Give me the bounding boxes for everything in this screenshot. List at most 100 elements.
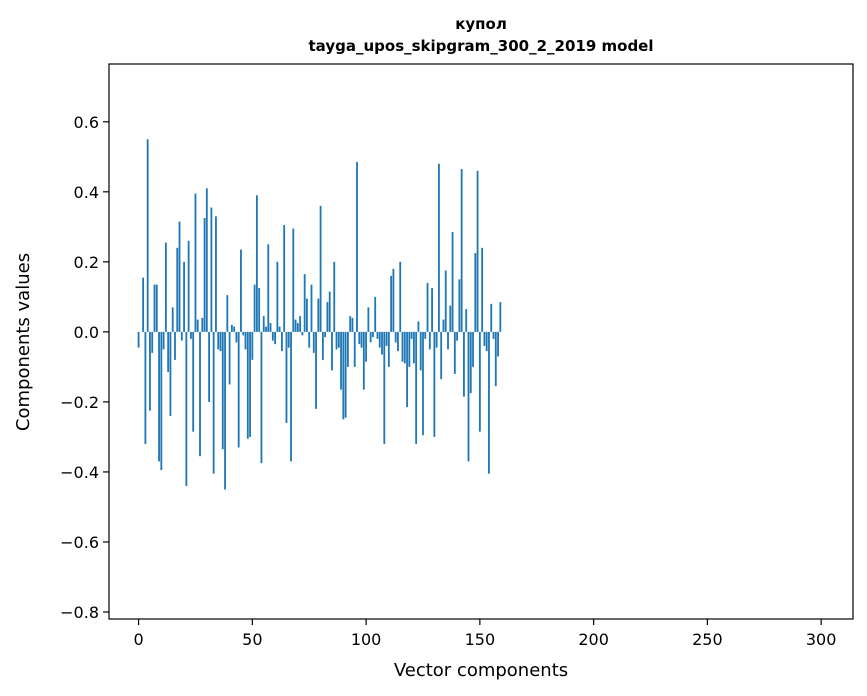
- bar-3: [144, 331, 147, 444]
- bar-102: [369, 331, 372, 343]
- bar-63: [281, 331, 283, 352]
- bar-148: [474, 253, 477, 332]
- bar-15: [171, 307, 174, 332]
- bar-7: [153, 284, 156, 332]
- bar-50: [251, 331, 254, 360]
- bar-41: [230, 324, 233, 332]
- bar-47: [244, 331, 247, 350]
- bar-74: [306, 298, 308, 332]
- x-tick-label: 50: [242, 630, 262, 649]
- bar-107: [381, 331, 383, 355]
- bar-132: [438, 163, 440, 332]
- bar-0: [137, 331, 140, 348]
- bar-49: [249, 331, 251, 437]
- bar-36: [219, 331, 222, 352]
- bar-150: [478, 331, 481, 432]
- bar-62: [278, 326, 281, 332]
- bar-136: [447, 331, 449, 350]
- bar-45: [240, 249, 242, 332]
- bar-130: [433, 331, 436, 437]
- bar-109: [385, 331, 388, 346]
- bar-111: [390, 275, 393, 332]
- bar-26: [196, 319, 199, 332]
- bar-38: [224, 331, 226, 490]
- x-tick-label: 200: [578, 630, 609, 649]
- bar-28: [201, 317, 204, 332]
- chart-title-line2: tayga_upos_skipgram_300_2_2019 model: [309, 37, 654, 55]
- y-tick-label: 0.2: [74, 253, 99, 272]
- bar-118: [406, 331, 408, 408]
- bar-151: [481, 247, 484, 332]
- bar-23: [190, 331, 192, 339]
- bar-52: [255, 195, 258, 332]
- y-axis-ticks: −0.8 −0.6 −0.4 −0.2 0.0 0.2 0.4 0.6: [60, 113, 109, 622]
- bar-73: [303, 274, 306, 332]
- bar-39: [226, 295, 229, 332]
- bar-112: [392, 268, 395, 332]
- bar-79: [317, 298, 320, 332]
- x-tick-label: 0: [133, 630, 143, 649]
- bar-155: [490, 303, 493, 332]
- bar-75: [308, 331, 311, 348]
- bar-91: [344, 331, 347, 418]
- bar-24: [192, 331, 195, 432]
- bar-149: [476, 170, 479, 332]
- bar-152: [483, 331, 486, 346]
- bar-156: [492, 331, 495, 339]
- bar-124: [419, 331, 422, 371]
- bar-77: [312, 331, 315, 353]
- bar-92: [346, 331, 349, 367]
- bar-31: [208, 331, 211, 402]
- bar-81: [321, 331, 324, 360]
- x-axis-ticks: 0 50 100 150 200 250 300: [133, 619, 836, 649]
- bar-106: [378, 331, 381, 348]
- bar-133: [440, 331, 443, 380]
- bar-128: [428, 331, 431, 350]
- bar-120: [410, 331, 413, 339]
- bar-54: [260, 331, 263, 464]
- bar-6: [151, 331, 154, 353]
- bar-114: [397, 331, 399, 352]
- bar-131: [435, 331, 438, 348]
- bar-142: [460, 169, 463, 332]
- bar-95: [353, 331, 356, 367]
- bar-78: [315, 331, 317, 409]
- bar-82: [324, 331, 327, 338]
- bar-117: [403, 331, 406, 364]
- bar-157: [494, 331, 497, 387]
- bar-153: [485, 331, 488, 352]
- bar-46: [242, 331, 245, 336]
- bar-84: [328, 291, 331, 332]
- bar-29: [203, 218, 206, 332]
- bar-19: [180, 331, 183, 341]
- bar-113: [394, 331, 397, 343]
- y-tick-label: −0.8: [60, 603, 99, 622]
- bar-116: [401, 331, 404, 362]
- bar-125: [422, 331, 424, 436]
- chart-title-line1: купол: [455, 15, 507, 33]
- bar-30: [205, 188, 208, 332]
- bar-67: [290, 331, 292, 462]
- bar-89: [340, 331, 342, 390]
- bar-101: [367, 307, 370, 332]
- bar-65: [285, 331, 288, 423]
- plot-frame: [108, 63, 854, 620]
- y-tick-label: −0.6: [60, 533, 99, 552]
- bar-93: [349, 316, 352, 332]
- bar-108: [383, 331, 386, 444]
- bar-72: [301, 331, 304, 336]
- bar-22: [187, 240, 190, 332]
- bar-86: [333, 261, 336, 332]
- x-tick-label: 250: [692, 630, 723, 649]
- bar-21: [185, 331, 188, 486]
- y-tick-label: 0.0: [74, 323, 99, 342]
- x-axis-label: Vector components: [394, 660, 568, 681]
- bar-9: [158, 331, 160, 462]
- bar-60: [274, 331, 276, 345]
- bar-100: [365, 331, 368, 362]
- bar-37: [221, 331, 224, 450]
- bar-20: [183, 261, 185, 332]
- bar-53: [258, 288, 261, 332]
- bar-18: [178, 221, 181, 332]
- bar-69: [294, 319, 297, 332]
